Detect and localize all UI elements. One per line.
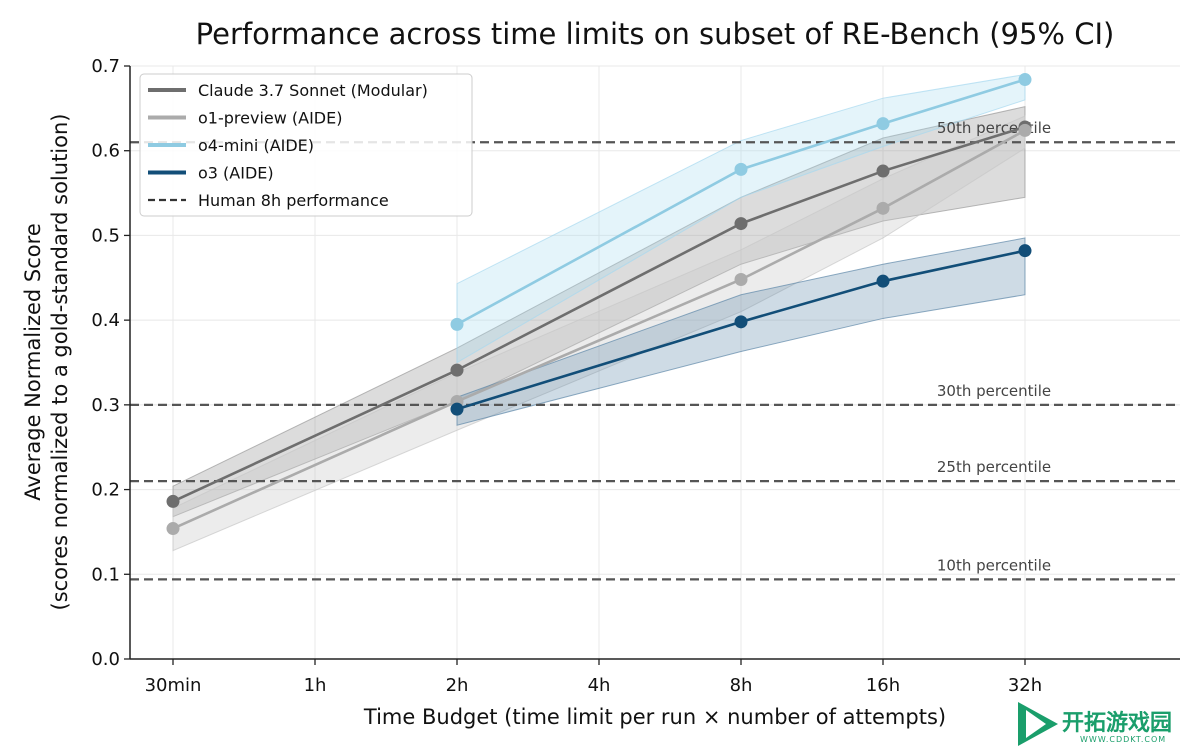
x-tick-label: 30min — [145, 675, 202, 696]
data-point — [1018, 244, 1032, 258]
watermark-text: 开拓游戏园 — [1062, 710, 1172, 736]
y-tick-label: 0.2 — [91, 480, 120, 501]
y-tick-label: 0.0 — [91, 649, 120, 670]
data-point — [734, 272, 748, 286]
y-tick-label: 0.4 — [91, 310, 120, 331]
x-axis-label: Time Budget (time limit per run × number… — [363, 705, 946, 729]
data-point — [450, 363, 464, 377]
axes — [124, 65, 1180, 665]
percentile-label: 10th percentile — [937, 556, 1051, 574]
series-points — [166, 73, 1032, 536]
y-axis-label-sub: (scores normalized to a gold-standard so… — [48, 114, 72, 611]
x-tick-label: 2h — [446, 675, 469, 696]
y-tick-label: 0.6 — [91, 141, 120, 162]
legend-box — [139, 73, 473, 217]
y-tick-label: 0.7 — [91, 56, 120, 77]
data-point — [876, 117, 890, 131]
percentile-label: 25th percentile — [937, 458, 1051, 476]
watermark-subtext: WWW.CDDKT.COM — [1080, 735, 1166, 744]
data-point — [876, 164, 890, 178]
y-tick-label: 0.5 — [91, 225, 120, 246]
x-tick-label: 1h — [304, 675, 327, 696]
data-point — [876, 201, 890, 215]
watermark-logo-icon — [1018, 702, 1058, 746]
legend-label: o1-preview (AIDE) — [198, 109, 342, 128]
legend-label: Claude 3.7 Sonnet (Modular) — [198, 81, 428, 100]
legend: Claude 3.7 Sonnet (Modular) o1-preview (A… — [139, 73, 473, 217]
data-point — [734, 162, 748, 176]
watermark: 开拓游戏园 WWW.CDDKT.COM — [1018, 702, 1172, 746]
data-point — [450, 402, 464, 416]
data-point — [166, 494, 180, 508]
y-tick-label: 0.3 — [91, 395, 120, 416]
series-line-2 — [456, 78, 1026, 326]
chart-title: Performance across time limits on subset… — [196, 17, 1115, 51]
data-point — [166, 522, 180, 536]
data-point — [450, 317, 464, 331]
series-line-3 — [456, 249, 1026, 411]
x-tick-label: 4h — [588, 675, 611, 696]
data-point — [876, 274, 890, 288]
ci-band-1 — [172, 115, 1026, 552]
data-point — [734, 315, 748, 329]
y-axis-label: Average Normalized Score — [21, 223, 45, 501]
data-point — [1018, 123, 1032, 137]
x-tick-label: 16h — [866, 675, 900, 696]
legend-label: Human 8h performance — [198, 191, 389, 210]
x-tick-label: 32h — [1008, 675, 1042, 696]
percentile-label: 30th percentile — [937, 382, 1051, 400]
y-tick-label: 0.1 — [91, 564, 120, 585]
tick-labels: 0.0 0.1 0.2 0.3 0.4 0.5 0.6 0.7 30min 1h 2h 4h 8h 16h… — [91, 56, 1042, 696]
data-point — [1018, 73, 1032, 87]
x-tick-label: 8h — [730, 675, 753, 696]
legend-label: o4-mini (AIDE) — [198, 136, 314, 155]
percentile-label: 50th percentile — [937, 119, 1051, 137]
data-point — [734, 217, 748, 231]
ci-band-2 — [456, 73, 1026, 364]
legend-label: o3 (AIDE) — [198, 164, 274, 183]
